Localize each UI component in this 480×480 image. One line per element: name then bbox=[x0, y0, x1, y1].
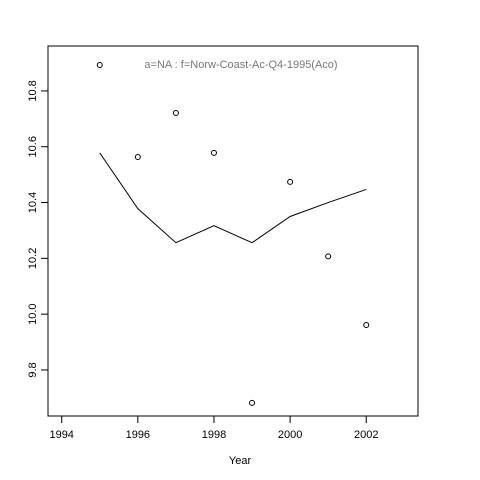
data-point bbox=[96, 61, 103, 68]
x-tick-label: 2002 bbox=[354, 429, 378, 441]
y-tick-label: 10.6 bbox=[27, 136, 39, 157]
y-tick-label: 10.2 bbox=[27, 248, 39, 269]
x-tick-label: 2000 bbox=[278, 429, 302, 441]
data-point bbox=[287, 178, 294, 185]
data-point bbox=[249, 399, 256, 406]
x-tick-label: 1998 bbox=[202, 429, 226, 441]
data-point bbox=[134, 154, 141, 161]
y-tick-label: 10.8 bbox=[27, 80, 39, 101]
x-tick-label: 1994 bbox=[49, 429, 73, 441]
plot-frame bbox=[47, 45, 419, 417]
data-line bbox=[99, 152, 367, 244]
data-point bbox=[363, 322, 370, 329]
y-tick-label: 9.8 bbox=[27, 362, 39, 377]
x-axis-label: Year bbox=[229, 455, 252, 467]
data-point bbox=[325, 253, 332, 260]
data-point bbox=[172, 109, 179, 116]
y-tick-label: 10.0 bbox=[27, 303, 39, 324]
chart-title: a=NA : f=Norw-Coast-Ac-Q4-1995(Aco) bbox=[144, 59, 337, 71]
data-point bbox=[210, 149, 217, 156]
x-tick-label: 1996 bbox=[126, 429, 150, 441]
y-tick-label: 10.4 bbox=[27, 192, 39, 213]
